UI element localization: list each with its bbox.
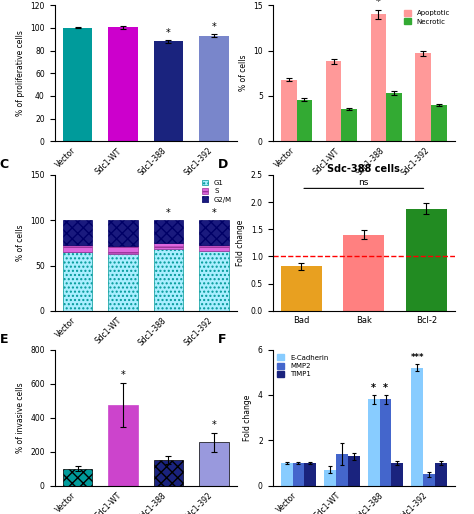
- Bar: [324, 470, 336, 486]
- Text: *: *: [383, 382, 388, 393]
- Bar: [304, 463, 316, 486]
- Text: *: *: [166, 28, 171, 38]
- Text: *: *: [211, 208, 216, 218]
- Bar: [297, 100, 312, 141]
- Bar: [292, 463, 304, 486]
- Legend: Apoptotic, Necrotic: Apoptotic, Necrotic: [403, 9, 452, 26]
- Bar: [154, 460, 183, 486]
- Bar: [281, 463, 292, 486]
- Text: ***: ***: [410, 353, 424, 362]
- Bar: [154, 243, 183, 249]
- Text: A: A: [0, 0, 9, 2]
- Bar: [63, 469, 92, 486]
- Bar: [348, 456, 360, 486]
- Text: *: *: [211, 420, 216, 430]
- Bar: [281, 266, 321, 311]
- Title: Sdc-388 cells: Sdc-388 cells: [328, 164, 400, 174]
- Bar: [406, 209, 447, 311]
- Bar: [199, 443, 229, 486]
- Bar: [392, 463, 403, 486]
- Bar: [199, 251, 229, 311]
- Bar: [341, 108, 357, 141]
- Bar: [199, 245, 229, 251]
- Text: F: F: [218, 333, 226, 346]
- Bar: [380, 399, 392, 486]
- Bar: [154, 249, 183, 311]
- Text: *: *: [166, 208, 171, 218]
- Bar: [108, 247, 138, 254]
- Bar: [415, 53, 431, 141]
- Bar: [431, 105, 447, 141]
- Y-axis label: Fold change: Fold change: [243, 394, 252, 441]
- Bar: [154, 220, 183, 243]
- Bar: [326, 62, 341, 141]
- Bar: [368, 399, 380, 486]
- Text: *: *: [211, 23, 216, 32]
- Text: D: D: [218, 158, 228, 171]
- Bar: [281, 80, 297, 141]
- Bar: [108, 405, 138, 486]
- Bar: [108, 254, 138, 311]
- Bar: [386, 93, 402, 141]
- Y-axis label: % of cells: % of cells: [16, 225, 25, 261]
- Bar: [154, 42, 183, 141]
- Y-axis label: % of invasive cells: % of invasive cells: [16, 382, 25, 453]
- Y-axis label: % of proliferative cells: % of proliferative cells: [16, 30, 25, 116]
- Bar: [423, 474, 435, 486]
- Bar: [108, 27, 138, 141]
- Text: ns: ns: [359, 178, 369, 187]
- Bar: [411, 368, 423, 486]
- Bar: [63, 245, 92, 252]
- Bar: [63, 28, 92, 141]
- Legend: E-Cadherin, MMP2, TIMP1: E-Cadherin, MMP2, TIMP1: [276, 353, 330, 379]
- Bar: [371, 14, 386, 141]
- Text: B: B: [218, 0, 228, 2]
- Legend: G1, S, G2/M: G1, S, G2/M: [200, 178, 234, 204]
- Bar: [435, 463, 447, 486]
- Text: *: *: [376, 0, 381, 7]
- Y-axis label: Fold change: Fold change: [236, 219, 245, 266]
- Bar: [108, 220, 138, 247]
- Bar: [63, 252, 92, 311]
- Bar: [199, 36, 229, 141]
- Bar: [63, 220, 92, 245]
- Y-axis label: % of cells: % of cells: [238, 55, 247, 91]
- Text: *: *: [371, 382, 376, 393]
- Bar: [336, 454, 348, 486]
- Bar: [344, 235, 384, 311]
- Text: *: *: [121, 370, 126, 380]
- Text: E: E: [0, 333, 8, 346]
- Text: C: C: [0, 158, 9, 171]
- Bar: [199, 220, 229, 245]
